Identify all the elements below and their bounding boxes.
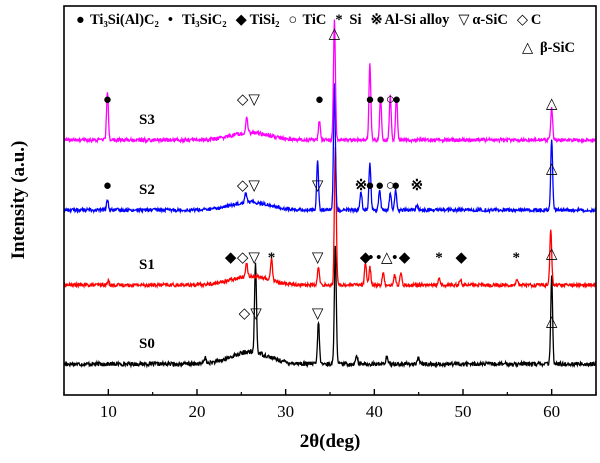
- x-tick-label: 40: [366, 402, 383, 421]
- x-tick-label: 60: [543, 402, 560, 421]
- peak-marker: ◇▽: [237, 250, 261, 266]
- peak-marker: ○: [386, 178, 395, 194]
- legend: ● Ti₃Si(Al)C₂ • Ti₃SiC₂ ◆ TiSi₂ ○ TiC * Si ※ Al-Si …: [76, 12, 575, 56]
- legend-symbol: ●: [76, 12, 85, 28]
- legend-label: Al-Si alloy: [384, 12, 450, 28]
- x-tick-label: 20: [189, 402, 206, 421]
- peak-marker: ●: [376, 92, 385, 108]
- y-axis-title: Intensity (a.u.): [8, 141, 29, 260]
- legend-label: Si: [349, 12, 361, 28]
- peak-marker: △: [329, 26, 341, 42]
- legend-label: TiC: [302, 12, 326, 28]
- peak-marker: ◆: [399, 250, 411, 266]
- peak-marker: •: [368, 250, 373, 266]
- peak-marker: ▽: [312, 250, 324, 266]
- peak-marker: ◇▽: [237, 178, 261, 194]
- peak-marker: ▽: [312, 306, 324, 322]
- legend-symbol: ◇: [517, 12, 529, 28]
- x-tick-label: 50: [455, 402, 472, 421]
- peak-marker: •: [376, 250, 381, 266]
- x-tick-label: 30: [277, 402, 294, 421]
- series-line-s1: [63, 146, 597, 290]
- peak-marker: △: [546, 96, 558, 112]
- annotation-layer: ● ◇▽ ●△● ● ○● △● ◇▽ ▽ ※● ● ○● ※△◆ ◇▽ * ▽ ◆• • △ • ◆ * ◆ * △◇▽ ▽ △: [103, 26, 558, 330]
- peak-marker: ※: [355, 178, 368, 194]
- legend-label: C: [531, 12, 541, 28]
- x-axis-title: 2θ(deg): [300, 431, 361, 452]
- peak-marker: ●: [375, 178, 384, 194]
- peak-marker: *: [512, 250, 520, 266]
- legend-label: Ti₃SiC₂: [182, 12, 227, 28]
- peak-marker: ◇▽: [237, 92, 261, 108]
- series-label-s3: S3: [139, 112, 155, 128]
- series-layer: S0 S1 S2 S3: [63, 19, 597, 369]
- peak-marker: ●: [392, 92, 401, 108]
- x-tick-label: 10: [100, 402, 117, 421]
- peak-marker: *: [268, 250, 276, 266]
- legend-symbol: ※: [370, 12, 382, 28]
- legend-symbol: ◆: [236, 12, 248, 28]
- peak-marker: *: [435, 250, 443, 266]
- series-line-s2: [63, 83, 597, 215]
- legend-symbol: ○: [288, 12, 297, 28]
- peak-marker: ▽: [312, 178, 324, 194]
- legend-label: Ti₃Si(Al)C₂: [90, 12, 159, 28]
- peak-marker: ※: [411, 178, 424, 194]
- peak-marker: ○: [386, 92, 395, 108]
- legend-label: α-SiC: [472, 12, 508, 28]
- series-line-s3: [63, 19, 597, 145]
- peak-marker: △: [546, 161, 558, 177]
- legend-symbol: ▽: [458, 12, 470, 28]
- legend-label: TiSi₂: [250, 12, 280, 28]
- legend-symbol: *: [335, 12, 342, 28]
- peak-marker: ◆: [360, 250, 372, 266]
- peak-marker: ●: [103, 178, 112, 194]
- x-axis-ticks: 10 20 30 40 50 60: [63, 389, 597, 421]
- peak-marker: ●: [103, 92, 112, 108]
- legend-symbol: △: [522, 40, 534, 56]
- peak-marker: △: [546, 246, 558, 262]
- legend-symbol: •: [168, 12, 173, 28]
- peak-marker: ●: [391, 178, 400, 194]
- peak-marker: ●: [365, 178, 374, 194]
- peak-marker: △: [546, 314, 558, 330]
- series-label-s2: S2: [139, 182, 155, 198]
- legend-label: β-SiC: [540, 40, 575, 56]
- peak-marker: ●: [365, 92, 374, 108]
- peak-marker: ●: [315, 92, 324, 108]
- series-line-s0: [63, 245, 597, 369]
- peak-marker: ◇▽: [239, 306, 263, 322]
- peak-marker: △: [381, 250, 393, 266]
- series-label-s0: S0: [139, 336, 155, 352]
- peak-marker: ◆: [455, 250, 467, 266]
- series-label-s1: S1: [139, 257, 155, 273]
- peak-marker: •: [392, 250, 397, 266]
- peak-marker: ◆: [225, 250, 237, 266]
